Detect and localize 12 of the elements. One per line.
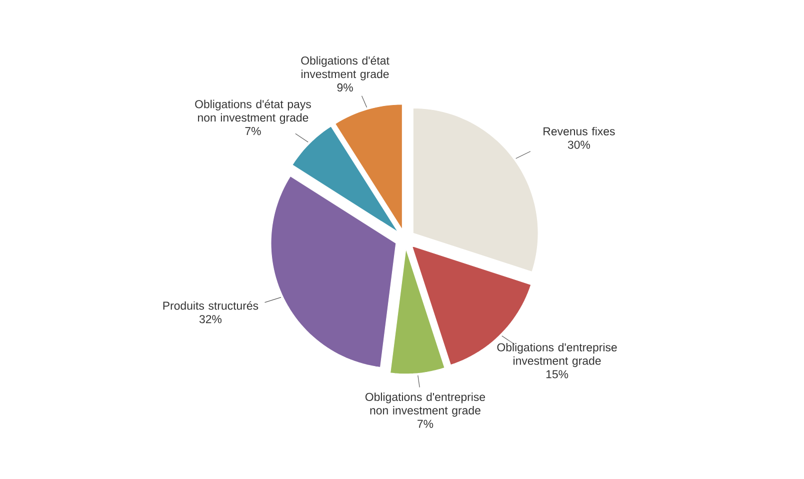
slice-label: Produits structurés [163,301,258,310]
slice-label: Obligations d'état pays non investment grade [195,100,311,124]
slice-label: Obligations d'état investment grade [301,56,390,80]
slice-label: Obligations d'entreprise investment grade [497,342,617,368]
data-label: 15% [546,370,568,378]
data-label: 32% [199,315,222,324]
slice-label: Revenus fixes [544,126,615,136]
data-label: 30% [568,140,590,149]
slice-label: Obligations d'entreprise non investment grade [365,392,486,417]
data-label: 9% [337,83,353,92]
data-label: 7% [245,127,261,136]
data-label: 7% [418,420,434,428]
